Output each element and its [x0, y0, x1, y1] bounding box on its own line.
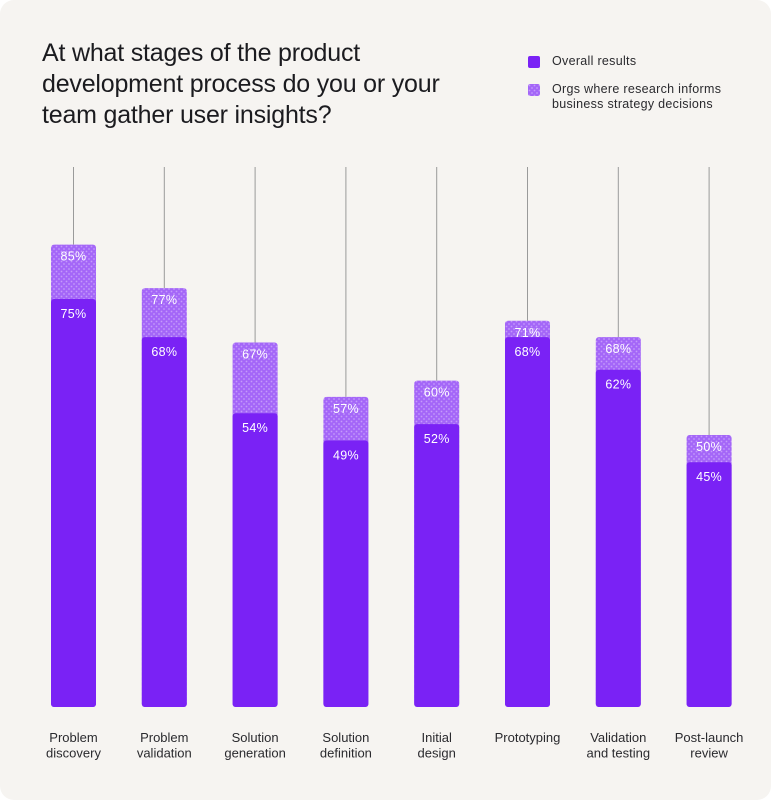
legend-swatch-orgs	[528, 84, 540, 96]
legend-label-overall: Overall results	[552, 54, 637, 68]
category-label: Initial design	[418, 730, 456, 761]
category-label-line: review	[690, 746, 728, 761]
category-label: Prototyping	[495, 730, 561, 745]
category-label-line: Post-launch	[675, 730, 744, 745]
category-label-line: generation	[224, 746, 285, 761]
category-label-line: Problem	[140, 730, 188, 745]
chart-title: At what stages of the product developmen…	[42, 39, 440, 129]
value-label-orgs: 71%	[515, 326, 541, 340]
value-label-overall: 52%	[424, 432, 450, 446]
bar-overall	[323, 440, 369, 707]
category-label-line: Validation	[590, 730, 646, 745]
category-label-line: Solution	[232, 730, 279, 745]
value-label-overall: 62%	[605, 378, 631, 392]
value-label-overall: 75%	[61, 307, 87, 321]
category-label-line: validation	[137, 746, 192, 761]
category-label-line: Solution	[322, 730, 369, 745]
value-label-overall: 54%	[242, 421, 268, 435]
value-label-orgs: 77%	[151, 293, 177, 307]
value-label-orgs: 68%	[605, 342, 631, 356]
category-label-line: Prototyping	[495, 730, 561, 745]
value-label-orgs: 60%	[424, 386, 450, 400]
category-label-line: and testing	[586, 746, 650, 761]
legend-label-orgs: Orgs where research informs business str…	[552, 82, 722, 111]
value-label-overall: 49%	[333, 448, 359, 462]
value-label-overall: 68%	[151, 345, 177, 359]
category-label: Validation and testing	[586, 730, 650, 761]
value-label-orgs: 85%	[61, 250, 87, 264]
value-label-orgs: 57%	[333, 402, 359, 416]
bar-overall	[595, 369, 641, 707]
bar-overall	[686, 462, 732, 707]
value-label-overall: 68%	[515, 345, 541, 359]
category-label: Problem discovery	[46, 730, 101, 761]
bar-overall	[414, 424, 460, 707]
bar-overall	[51, 299, 96, 707]
category-label-line: discovery	[46, 746, 101, 761]
category-label-line: Initial	[422, 730, 452, 745]
bar-overall	[141, 337, 187, 707]
legend-swatch-overall	[528, 56, 540, 68]
category-label: Post-launch review	[675, 730, 744, 761]
value-label-overall: 45%	[696, 470, 722, 484]
category-label: Solution definition	[320, 730, 372, 761]
category-label-line: definition	[320, 746, 372, 761]
category-label-line: Problem	[49, 730, 97, 745]
value-label-orgs: 50%	[696, 440, 722, 454]
value-label-orgs: 67%	[242, 348, 268, 362]
bar-overall	[232, 413, 278, 707]
category-label: Problem validation	[137, 730, 192, 761]
category-label-line: design	[418, 746, 456, 761]
bar-overall	[505, 337, 550, 707]
category-label: Solution generation	[224, 730, 285, 761]
